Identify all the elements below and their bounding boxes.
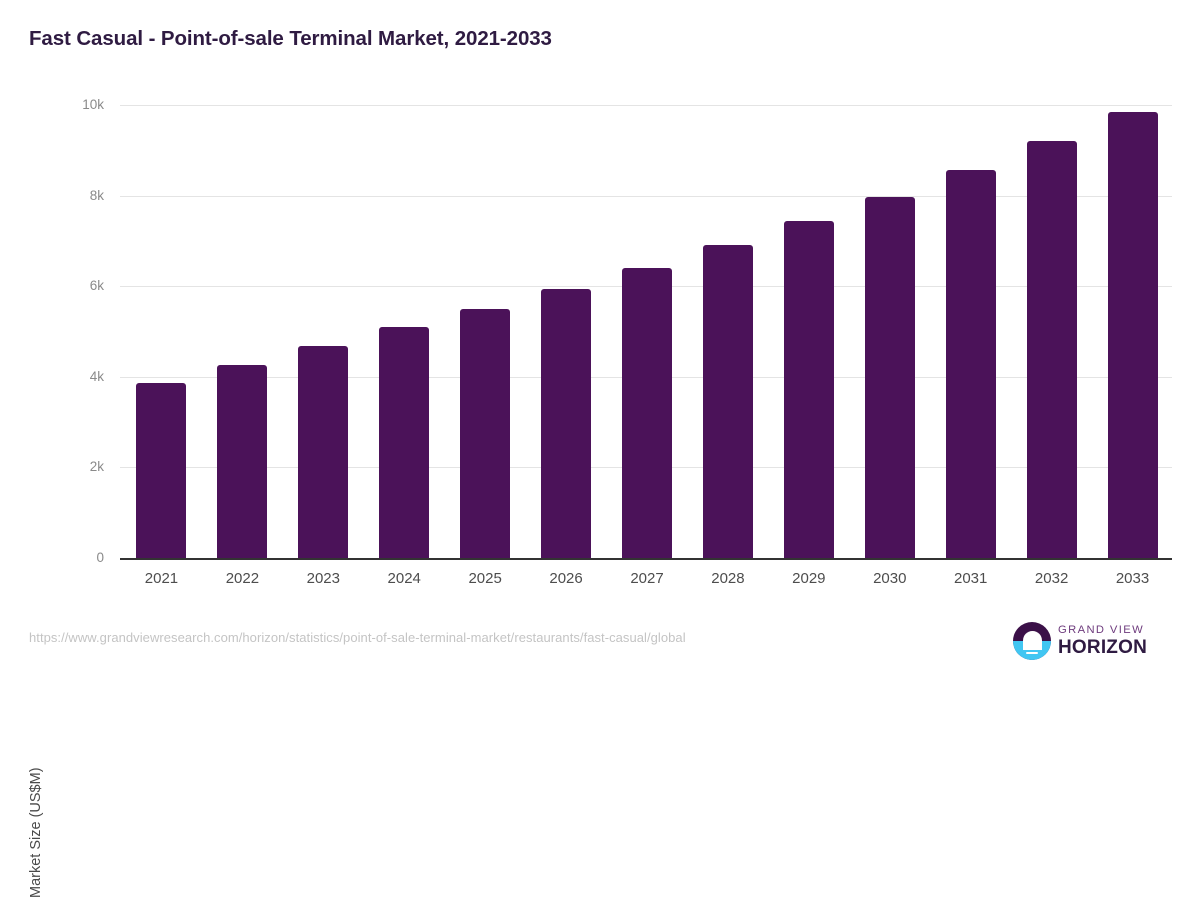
bar[interactable] (541, 288, 592, 558)
bar[interactable] (298, 346, 349, 558)
y-axis-tick-label: 4k (89, 368, 104, 384)
logo-dome-shape (1022, 631, 1042, 650)
x-axis-tick-label: 2024 (387, 570, 421, 587)
x-axis-line (120, 558, 1172, 560)
x-axis-tick-label: 2033 (1115, 570, 1150, 587)
x-axis-tick-label: 2029 (792, 570, 826, 587)
y-axis-title-wrap: Market Size (US$M) (24, 105, 46, 898)
gridline (120, 195, 1172, 197)
bar[interactable] (379, 327, 430, 558)
bar[interactable] (864, 196, 915, 558)
y-axis-tick-label: 10k (82, 97, 104, 112)
x-axis-tick-label: 2031 (954, 570, 988, 587)
y-axis-tick-label: 8k (89, 187, 104, 203)
plot-area (120, 105, 1172, 558)
bar[interactable] (622, 267, 672, 558)
bar[interactable] (702, 245, 753, 558)
grand-view-horizon-logo[interactable]: GRAND VIEW HORIZON (1013, 620, 1161, 662)
bar[interactable] (1107, 111, 1158, 558)
x-axis-tick-label: 2032 (1034, 570, 1069, 587)
logo-text-grand-view: GRAND VIEW (1058, 624, 1145, 636)
bar[interactable] (1026, 140, 1077, 558)
y-axis-tick-label: 0 (96, 550, 104, 565)
bar[interactable] (460, 308, 511, 558)
x-axis-tick-label: 2023 (306, 570, 340, 587)
bar[interactable] (945, 169, 996, 558)
gridline (120, 105, 1172, 106)
x-axis-tick-label: 2030 (873, 570, 907, 587)
horizon-sun-circle-icon (1013, 622, 1051, 660)
bar[interactable] (217, 365, 268, 558)
x-axis-tick-label: 2028 (711, 570, 745, 587)
x-axis-tick-label: 2027 (630, 570, 664, 587)
logo-text: GRAND VIEW HORIZON (1058, 623, 1163, 658)
bar[interactable] (783, 221, 834, 558)
logo-dome-line-2 (1026, 652, 1038, 654)
bar[interactable] (136, 383, 187, 558)
source-url[interactable]: https://www.grandviewresearch.com/horizo… (29, 630, 686, 645)
x-axis-tick-label: 2026 (549, 570, 583, 587)
chart-card: Fast Casual - Point-of-sale Terminal Mar… (24, 27, 1172, 898)
y-axis-tick-label: 2k (89, 459, 104, 475)
x-axis-tick-label: 2022 (225, 570, 260, 587)
logo-dome-line-1 (1024, 648, 1040, 650)
logo-text-horizon: HORIZON (1058, 637, 1148, 658)
y-axis-title: Market Size (US$M) (28, 767, 44, 898)
chart-title: Fast Casual - Point-of-sale Terminal Mar… (29, 27, 552, 50)
x-axis-tick-label: 2021 (144, 570, 179, 587)
x-axis-tick-label: 2025 (468, 570, 502, 587)
y-axis-tick-label: 6k (89, 278, 104, 294)
